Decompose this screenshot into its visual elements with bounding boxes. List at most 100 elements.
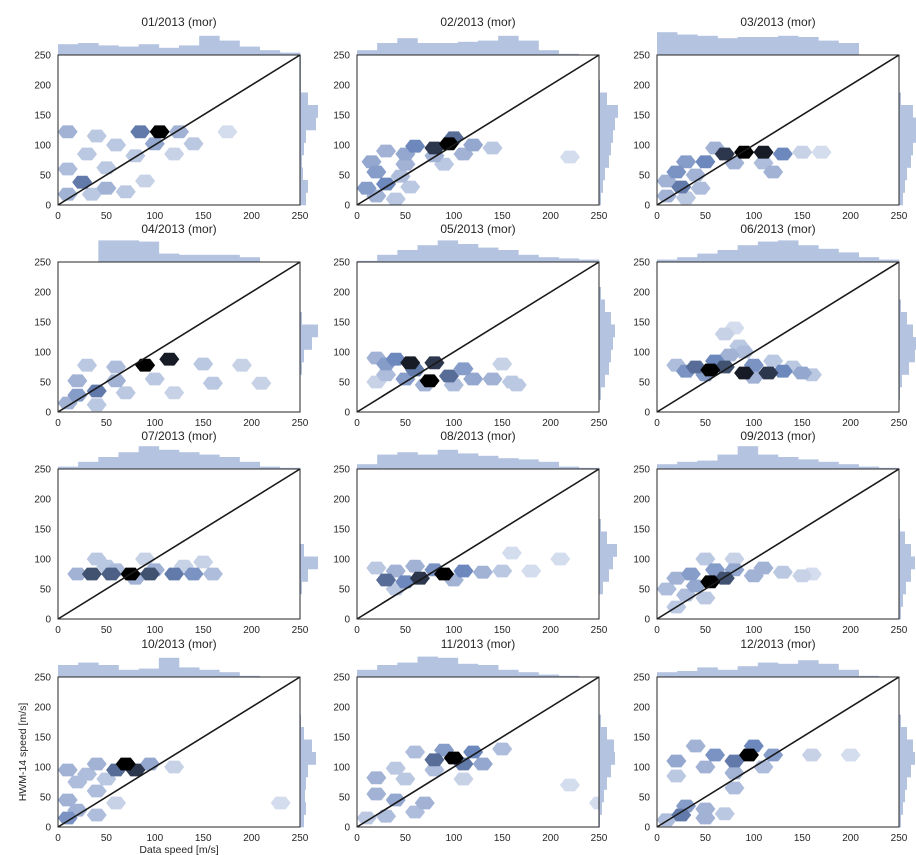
x-marginal-bar [578, 259, 600, 262]
y-tick-label: 150 [633, 318, 650, 329]
x-tick-label: 250 [292, 211, 309, 222]
x-marginal-bar [798, 37, 819, 55]
y-tick-label: 100 [34, 141, 51, 152]
hexbin-cell [753, 760, 774, 774]
x-marginal-bar [199, 254, 220, 262]
hexbin-cell [506, 378, 527, 392]
panel: 08/2013 (mor) 00 50 50 100 100 150 150 200 200 250… [333, 429, 617, 636]
x-tick-label: 150 [494, 833, 511, 844]
y-marginal-bar [599, 299, 605, 313]
hexbin-cell [666, 769, 687, 783]
y-tick-label: 200 [34, 703, 51, 714]
y-marginal-bar [599, 180, 603, 193]
x-marginal-bar [138, 668, 160, 677]
x-marginal-bar [498, 669, 519, 677]
x-tick-label: 250 [891, 418, 908, 429]
hexbin-cell [164, 147, 185, 161]
hexbin-cell [671, 808, 692, 822]
axes-frame [57, 54, 301, 206]
x-marginal-bar [818, 40, 839, 55]
x-marginal-bar [518, 40, 539, 55]
x-marginal-bar [538, 257, 559, 262]
y-marginal-bar [899, 594, 903, 607]
hexbin-cell [657, 189, 677, 203]
x-marginal-bar [717, 250, 738, 262]
hexbin-cell [86, 552, 107, 566]
x-marginal-bar [58, 44, 79, 55]
x-marginal-bar [158, 253, 180, 262]
x-marginal-bar [478, 455, 499, 469]
y-marginal-bar [300, 349, 304, 363]
x-tick-label: 100 [146, 625, 163, 636]
hexbin-cell [680, 567, 701, 581]
y-marginal-bar [899, 337, 916, 350]
y-marginal-bar [599, 544, 617, 557]
panel: 07/2013 (mor) 00 50 50 100 100 150 150 200 200 250… [34, 429, 318, 636]
panel: 05/2013 (mor) 00 50 50 100 100 150 150 200 200 250… [333, 222, 615, 429]
hexbin-cell [361, 155, 382, 169]
hexbin-cell [395, 157, 416, 171]
hexbin-cell [183, 137, 204, 151]
y-tick-label: 100 [34, 763, 51, 774]
x-marginal-bar [778, 457, 799, 469]
hexbin-cell [414, 796, 435, 810]
x-tick-label: 250 [591, 211, 608, 222]
hexbin-cell [77, 358, 98, 372]
x-tick-label: 50 [400, 211, 412, 222]
x-tick-label: 0 [55, 833, 61, 844]
reference-line [656, 261, 900, 413]
y-marginal-bar [899, 349, 915, 363]
hexbin-cell [690, 181, 711, 195]
y-tick-label: 150 [633, 111, 650, 122]
x-marginal-bar [798, 245, 819, 262]
y-tick-label: 200 [633, 81, 650, 92]
panel-title: 05/2013 (mor) [440, 222, 515, 236]
hexbin-cell [753, 145, 774, 159]
y-tick-label: 250 [34, 673, 51, 684]
x-marginal-bar [818, 461, 839, 469]
x-tick-label: 100 [745, 833, 762, 844]
hexbin-cell [385, 793, 406, 807]
x-marginal-bar [118, 46, 139, 55]
x-marginal-bar [538, 674, 559, 677]
x-marginal-bar [518, 254, 539, 262]
x-marginal-bar [778, 663, 799, 677]
x-marginal-bar [259, 466, 281, 469]
x-marginal-bar [737, 666, 759, 677]
hexbin-cell [385, 761, 406, 775]
y-tick-label: 100 [333, 555, 350, 566]
hexbin-cell [758, 366, 779, 380]
x-marginal-bar [239, 46, 260, 55]
y-tick-label: 100 [633, 555, 650, 566]
y-marginal-bar [899, 167, 907, 181]
y-tick-label: 50 [339, 793, 351, 804]
hexbin-cell [390, 169, 411, 183]
x-marginal-bar [657, 464, 678, 469]
x-tick-label: 50 [101, 418, 113, 429]
x-marginal-bar [397, 250, 418, 262]
x-tick-label: 50 [700, 418, 712, 429]
hexbin-cell [550, 552, 571, 566]
panel-title: 01/2013 (mor) [141, 15, 216, 29]
x-marginal-bar [397, 662, 418, 677]
hexbin-cell [405, 559, 426, 573]
hexbin-cell [67, 775, 88, 789]
panel: 10/2013 (mor) 00 50 50 100 100 150 150 200 200 250… [34, 637, 316, 844]
x-marginal-bar [437, 657, 459, 677]
hexbin-cell [685, 168, 706, 182]
x-tick-label: 150 [794, 211, 811, 222]
hexbin-cell [472, 757, 493, 771]
panel-title: 04/2013 (mor) [141, 222, 216, 236]
x-marginal-bar [558, 675, 580, 677]
x-marginal-bar [78, 662, 99, 677]
x-marginal-bar [558, 53, 580, 55]
x-marginal-bar [78, 461, 99, 469]
y-marginal-bar [300, 142, 304, 156]
y-marginal-bar [300, 777, 306, 790]
hexbin-layer [657, 739, 861, 827]
x-tick-label: 250 [891, 625, 908, 636]
y-tick-label: 0 [344, 615, 350, 626]
y-tick-label: 250 [34, 465, 51, 476]
x-tick-label: 100 [745, 625, 762, 636]
x-tick-label: 200 [243, 418, 260, 429]
